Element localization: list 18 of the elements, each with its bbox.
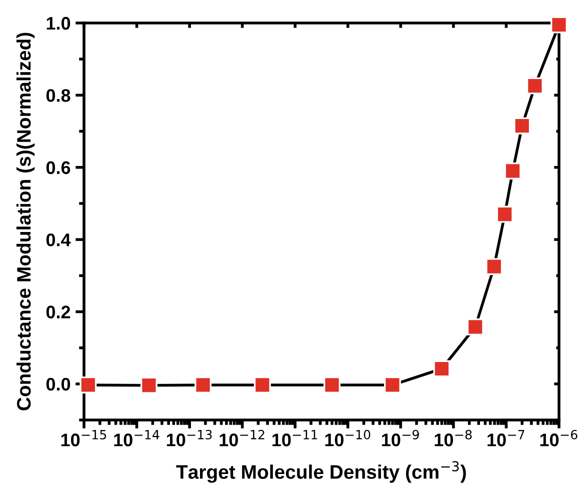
- y-axis-title: Conductance Modulation (s)(Normalized): [16, 32, 35, 410]
- y-tick-label: 0.0: [46, 378, 70, 391]
- x-tick-label: 10$^{−8}$: [434, 430, 472, 446]
- y-tick-label: 1.0: [46, 16, 70, 30]
- y-tick-label: 0.8: [46, 89, 70, 102]
- x-tick-label: 10$^{−6}$: [540, 430, 578, 446]
- x-tick-label: 10$^{−15}$: [61, 430, 106, 446]
- y-tick-label: 0.4: [46, 233, 71, 246]
- x-tick-label: 10$^{−10}$: [325, 430, 370, 446]
- y-tick-label: 0.6: [46, 161, 70, 174]
- x-tick-label: 10$^{−14}$: [114, 430, 160, 446]
- x-tick-label: 10$^{−11}$: [272, 430, 318, 446]
- x-tick-label: 10$^{−9}$: [382, 430, 419, 446]
- x-tick-label: 10$^{−12}$: [220, 430, 264, 446]
- x-tick-label: 10$^{−7}$: [488, 430, 524, 446]
- y-tick-label: 0.2: [46, 306, 70, 318]
- x-axis-title: Target Molecule Density (cm$^{−3}$): [176, 461, 466, 483]
- x-tick-label: 10$^{−13}$: [166, 430, 212, 446]
